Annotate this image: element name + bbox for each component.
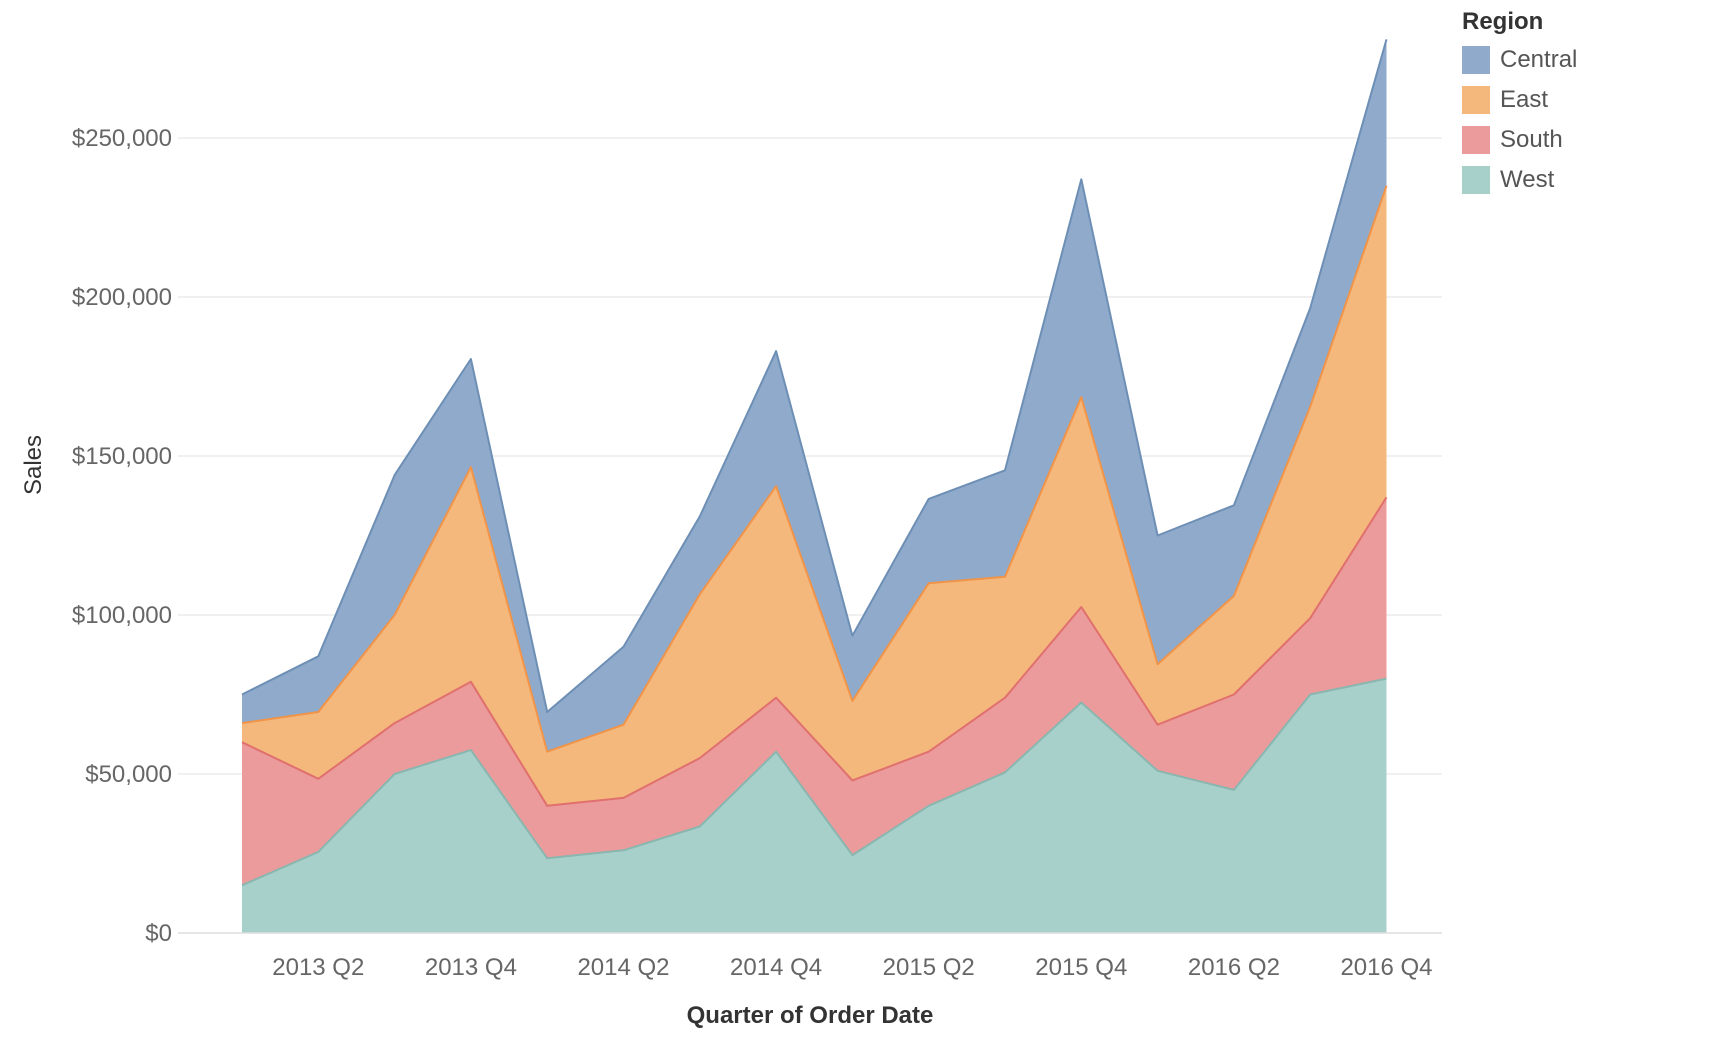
x-tick-label: 2014 Q4 (730, 954, 822, 981)
legend-label-east: East (1500, 86, 1549, 113)
area-series-group (242, 39, 1387, 933)
y-axis-title: Sales (20, 435, 47, 495)
area-west[interactable] (242, 678, 1387, 933)
legend-label-central: Central (1500, 46, 1578, 73)
legend-swatch-south (1462, 126, 1490, 154)
area-central[interactable] (242, 39, 1387, 752)
area-east[interactable] (242, 185, 1387, 806)
legend-title: Region (1462, 8, 1544, 35)
area-south[interactable] (242, 497, 1387, 886)
legend-swatch-central (1462, 46, 1490, 74)
legend-item-east[interactable]: East (1462, 80, 1722, 120)
line-south (241, 496, 1388, 807)
legend-swatch-east (1462, 86, 1490, 114)
x-tick-label: 2014 Q2 (577, 954, 669, 981)
y-tick-label: $200,000 (72, 284, 172, 311)
x-tick-label: 2013 Q2 (272, 954, 364, 981)
y-tick-label: $50,000 (85, 761, 172, 788)
line-west (241, 677, 1387, 887)
legend-item-west[interactable]: West (1462, 160, 1722, 200)
x-tick-label: 2016 Q2 (1188, 954, 1280, 981)
x-tick-label: 2013 Q4 (425, 954, 517, 981)
line-east (241, 185, 1388, 753)
legend-label-west: West (1500, 166, 1555, 193)
legend-item-south[interactable]: South (1462, 120, 1722, 160)
line-central (241, 39, 1388, 713)
legend-swatch-west (1462, 166, 1490, 194)
legend-label-south: South (1500, 126, 1563, 153)
y-tick-label: $0 (145, 920, 172, 947)
legend-item-central[interactable]: Central (1462, 40, 1722, 80)
series-outlines (241, 39, 1388, 887)
x-tick-label: 2015 Q2 (883, 954, 975, 981)
x-tick-labels: 2013 Q2 2013 Q4 2014 Q2 2014 Q4 2015 Q2 2015 … (272, 954, 1432, 981)
x-tick-label: 2015 Q4 (1035, 954, 1127, 981)
y-tick-labels: $0 $50,000 $100,000 $150,000 $200,000 $250,00… (72, 125, 172, 947)
legend: Region Central East South West (1462, 4, 1722, 200)
x-axis-title: Quarter of Order Date (687, 1002, 934, 1029)
y-tick-label: $250,000 (72, 125, 172, 152)
y-tick-label: $150,000 (72, 443, 172, 470)
y-tick-label: $100,000 (72, 602, 172, 629)
x-tick-label: 2016 Q4 (1340, 954, 1432, 981)
